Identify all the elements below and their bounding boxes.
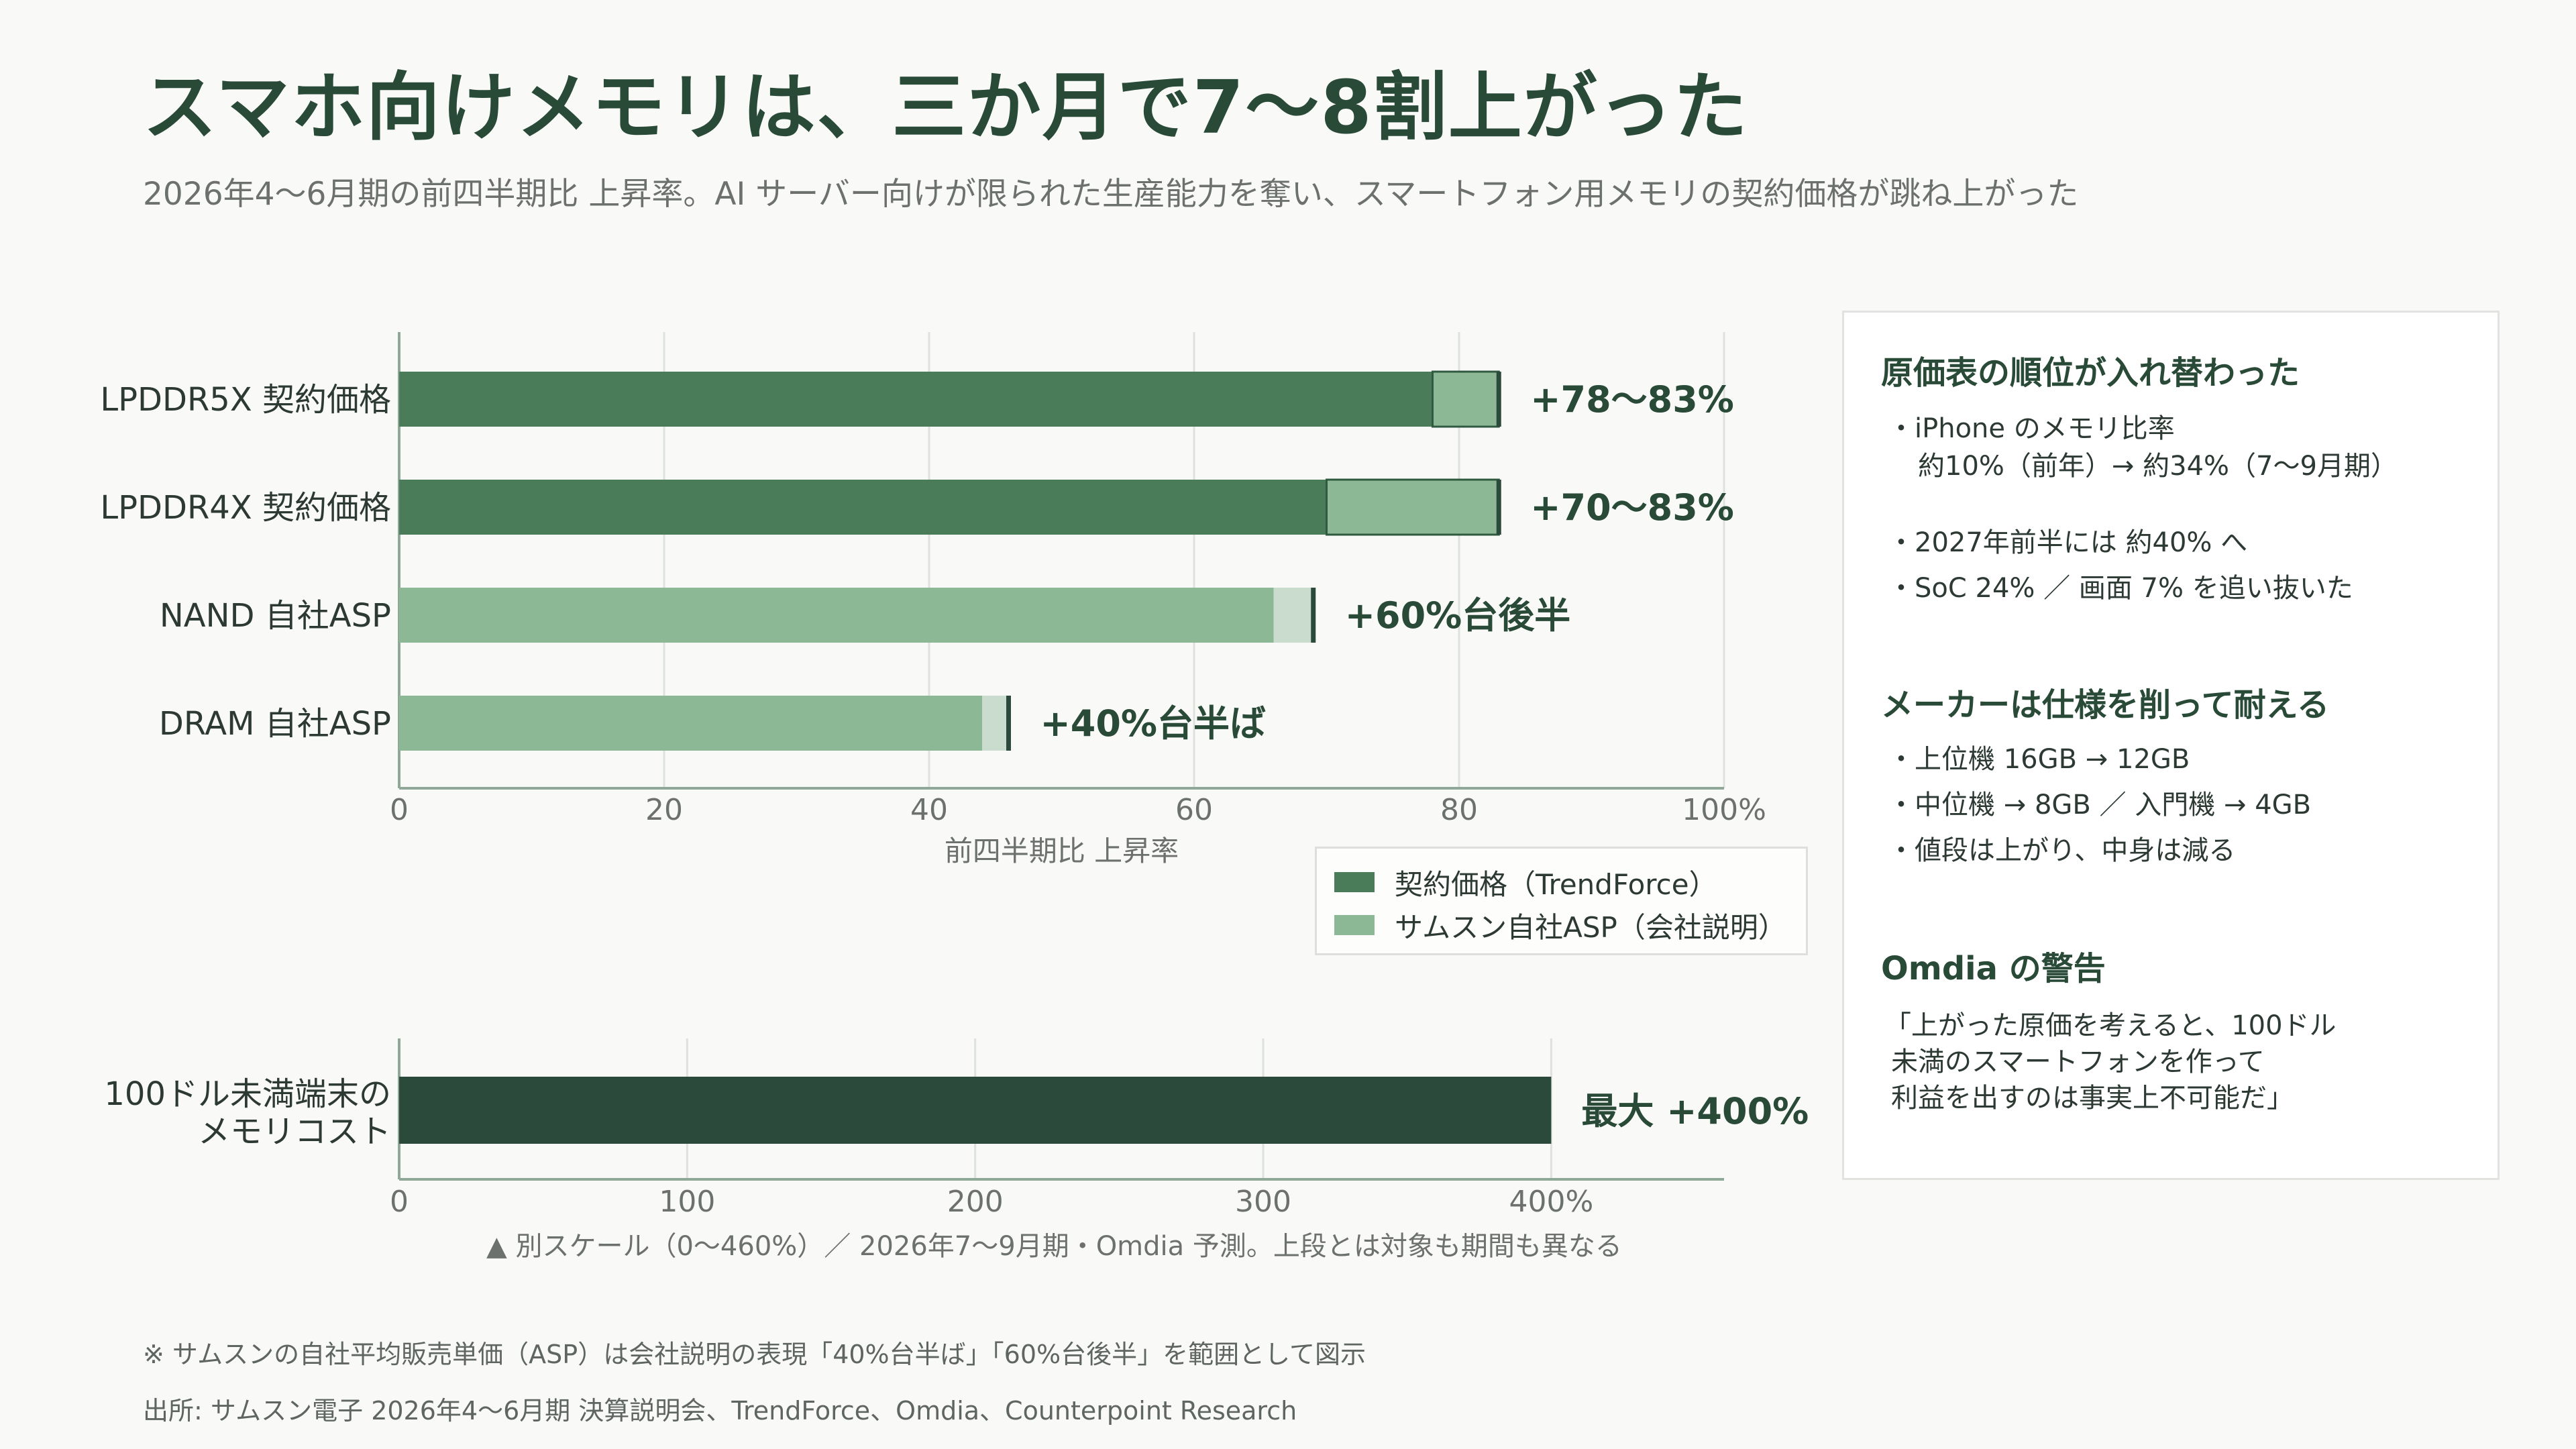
price-increase-chart: 0 20 40 60 80 100% 前四半期比 上昇率 LPDDR5X 契約価格 +78〜83… [100, 332, 1766, 867]
section-heading-cost-ranking: 原価表の順位が入れ替わった [1881, 354, 2300, 392]
cost-ranking-line: ・SoC 24% ／ 画面 7% を追い抜いた [1888, 573, 2353, 604]
omdia-quote-line: 未満のスマートフォンを作って [1891, 1046, 2265, 1077]
value-label: +70〜83% [1530, 486, 1734, 529]
category-label: 100ドル未満端末の [104, 1075, 391, 1113]
cost-ranking-line: ・iPhone のメモリ比率 [1888, 413, 2175, 444]
x-tick-label: 300 [1235, 1185, 1291, 1219]
x-tick-label: 100 [659, 1185, 715, 1219]
bar [399, 1077, 1552, 1144]
x-tick-label: 200 [947, 1185, 1004, 1219]
x-tick-label: 400% [1509, 1185, 1593, 1219]
footnote-source: 出所: サムスン電子 2026年4〜6月期 決算説明会、TrendForce、O… [143, 1396, 1297, 1426]
x-tick-label: 40 [910, 793, 948, 827]
legend-item-contract: 契約価格（TrendForce） [1334, 861, 1788, 904]
x-tick-label: 60 [1175, 793, 1213, 827]
bar-base [399, 588, 1274, 643]
value-label: +40%台半ば [1040, 702, 1267, 745]
legend-item-asp: サムスン自社ASP（会社説明） [1334, 904, 1788, 947]
cost-ranking-line: 約10%（前年）→ 約34%（7〜9月期） [1918, 451, 2398, 482]
x-tick-label: 0 [390, 1185, 409, 1219]
value-label: +78〜83% [1530, 378, 1734, 421]
x-tick-label: 100% [1682, 793, 1766, 827]
chart-legend: 契約価格（TrendForce） サムスン自社ASP（会社説明） [1315, 847, 1808, 955]
legend-label-asp: サムスン自社ASP（会社説明） [1395, 910, 1786, 944]
bar-base [399, 480, 1327, 535]
bar-base [399, 372, 1433, 427]
page-subtitle: 2026年4〜6月期の前四半期比 上昇率。AI サーバー向けが限られた生産能力を… [143, 176, 2079, 213]
category-label: LPDDR5X 契約価格 [100, 381, 391, 419]
x-tick-label: 0 [390, 793, 409, 827]
omdia-quote-line: 「上がった原価を考えると、100ドル [1884, 1010, 2337, 1041]
value-label: +60%台後半 [1345, 594, 1571, 637]
value-label: 最大 +400% [1581, 1090, 1809, 1132]
x-tick-label: 20 [645, 793, 683, 827]
scale-note: ▲ 別スケール（0〜460%）／ 2026年7〜9月期・Omdia 予測。上段と… [486, 1231, 1622, 1262]
section-heading-spec-cut: メーカーは仕様を削って耐える [1881, 686, 2330, 724]
spec-cut-line: ・値段は上がり、中身は減る [1888, 835, 2236, 866]
cost-ranking-line: ・2027年前半には 約40% へ [1888, 527, 2248, 558]
category-label: メモリコスト [198, 1113, 391, 1150]
category-label: NAND 自社ASP [160, 597, 391, 635]
section-heading-omdia-warning: Omdia の警告 [1881, 950, 2106, 987]
legend-swatch-asp [1334, 915, 1375, 935]
bar-range [1273, 588, 1313, 643]
footnote-asp: ※ サムスンの自社平均販売単価（ASP）は会社説明の表現「40%台半ば」「60%… [143, 1340, 1366, 1369]
bar-range [982, 696, 1009, 751]
legend-swatch-contract [1334, 872, 1375, 892]
spec-cut-line: ・中位機 → 8GB ／ 入門機 → 4GB [1888, 790, 2312, 820]
category-label: LPDDR4X 契約価格 [100, 489, 391, 527]
spec-cut-line: ・上位機 16GB → 12GB [1888, 744, 2190, 775]
x-tick-label: 80 [1440, 793, 1478, 827]
bar-base [399, 696, 982, 751]
page-title: スマホ向けメモリは、三か月で7〜8割上がった [143, 64, 1749, 150]
bar-range [1326, 478, 1500, 536]
category-label: DRAM 自社ASP [159, 705, 391, 743]
x-axis-title: 前四半期比 上昇率 [945, 835, 1179, 867]
insight-panel: 原価表の順位が入れ替わった ・iPhone のメモリ比率 約10%（前年）→ 約… [1842, 311, 2500, 1180]
omdia-quote-line: 利益を出すのは事実上不可能だ」 [1891, 1083, 2294, 1114]
bar-range [1432, 370, 1500, 428]
legend-label-contract: 契約価格（TrendForce） [1395, 867, 1717, 901]
